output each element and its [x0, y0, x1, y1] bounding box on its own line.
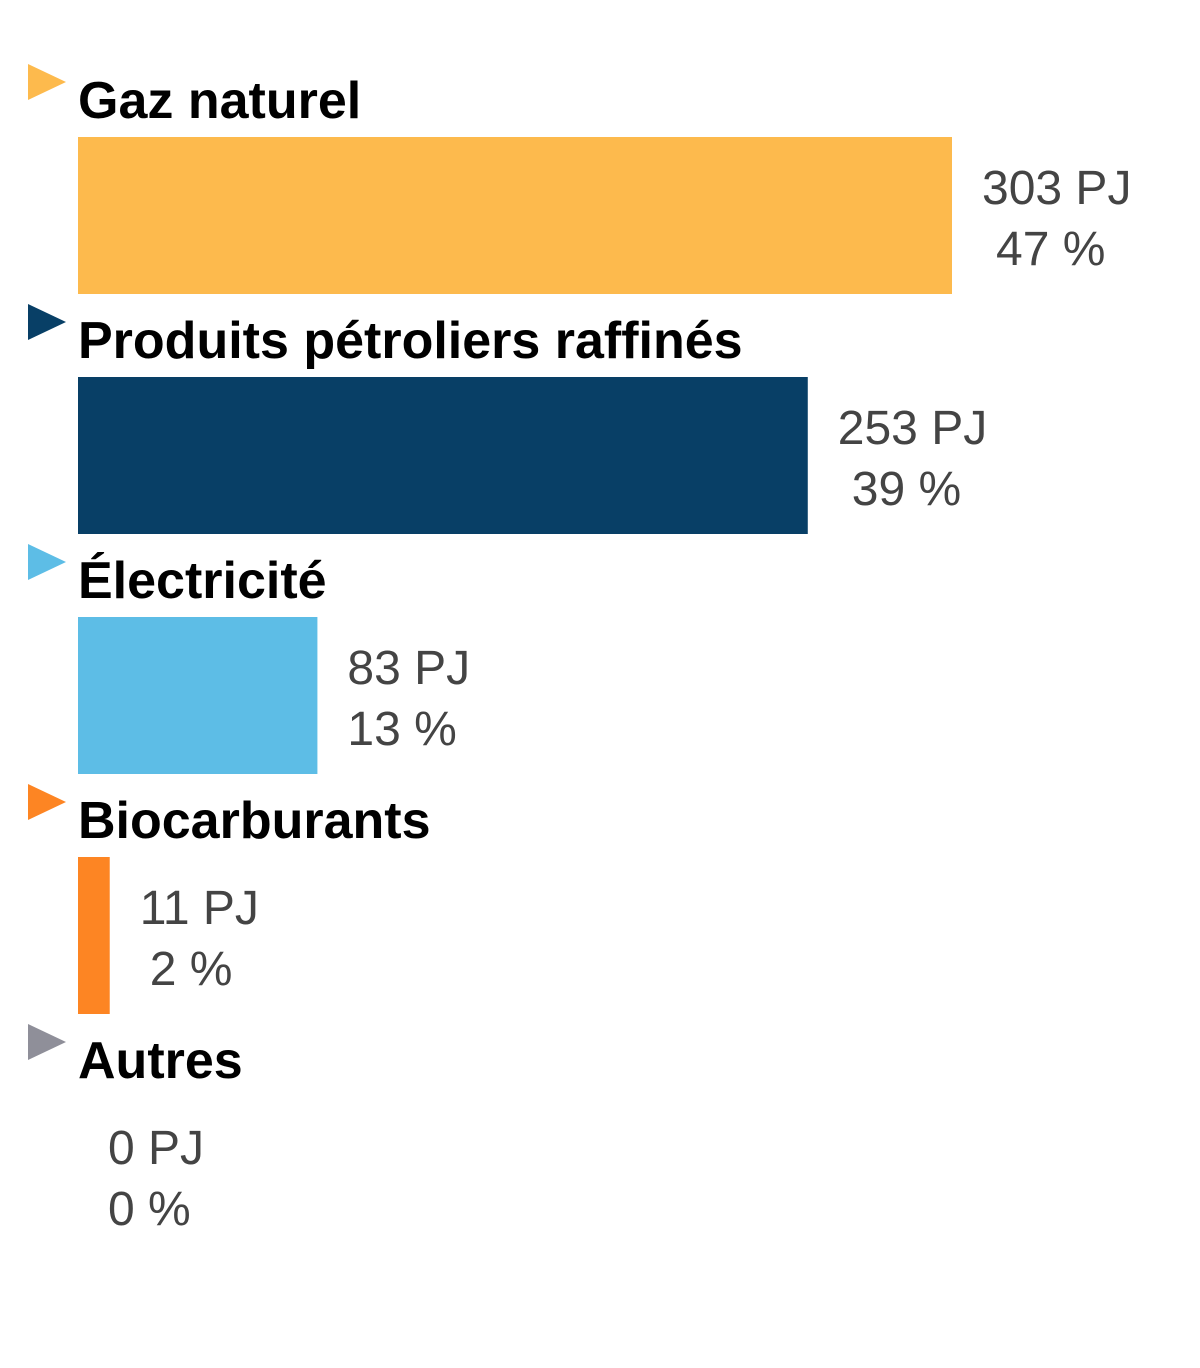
value-label-autres: 0 PJ [108, 1122, 204, 1175]
legend-marker-gaz-naturel [28, 64, 66, 100]
legend-marker-produits-petroliers-raffines [28, 304, 66, 340]
percent-label-biocarburants: 2 % [150, 943, 233, 996]
category-label-biocarburants: Biocarburants [78, 792, 431, 850]
percent-label-electricite: 13 % [347, 703, 456, 756]
value-label-electricite: 83 PJ [347, 642, 470, 695]
category-label-gaz-naturel: Gaz naturel [78, 72, 361, 130]
bar-biocarburants [78, 857, 110, 1014]
bar-row-autres: Autres 0 PJ 0 % [28, 1024, 243, 1236]
value-label-gaz-naturel: 303 PJ [982, 162, 1131, 215]
value-label-biocarburants: 11 PJ [140, 882, 259, 935]
legend-marker-autres [28, 1024, 66, 1060]
bar-row-gaz-naturel: Gaz naturel 303 PJ 47 % [28, 64, 1131, 294]
category-label-autres: Autres [78, 1032, 243, 1090]
bar-row-electricite: Électricité 83 PJ 13 % [28, 544, 470, 774]
value-label-produits-petroliers-raffines: 253 PJ [838, 402, 987, 455]
bar-gaz-naturel [78, 137, 952, 294]
bar-produits-petroliers-raffines [78, 377, 808, 534]
bar-row-produits-petroliers-raffines: Produits pétroliers raffinés 253 PJ 39 % [28, 304, 987, 534]
percent-label-autres: 0 % [108, 1183, 191, 1236]
percent-label-produits-petroliers-raffines: 39 % [852, 463, 961, 516]
legend-marker-electricite [28, 544, 66, 580]
bar-row-biocarburants: Biocarburants 11 PJ 2 % [28, 784, 431, 1014]
percent-label-gaz-naturel: 47 % [996, 223, 1105, 276]
category-label-electricite: Électricité [78, 552, 327, 610]
bar-electricite [78, 617, 318, 774]
legend-marker-biocarburants [28, 784, 66, 820]
category-label-produits-petroliers-raffines: Produits pétroliers raffinés [78, 312, 743, 370]
